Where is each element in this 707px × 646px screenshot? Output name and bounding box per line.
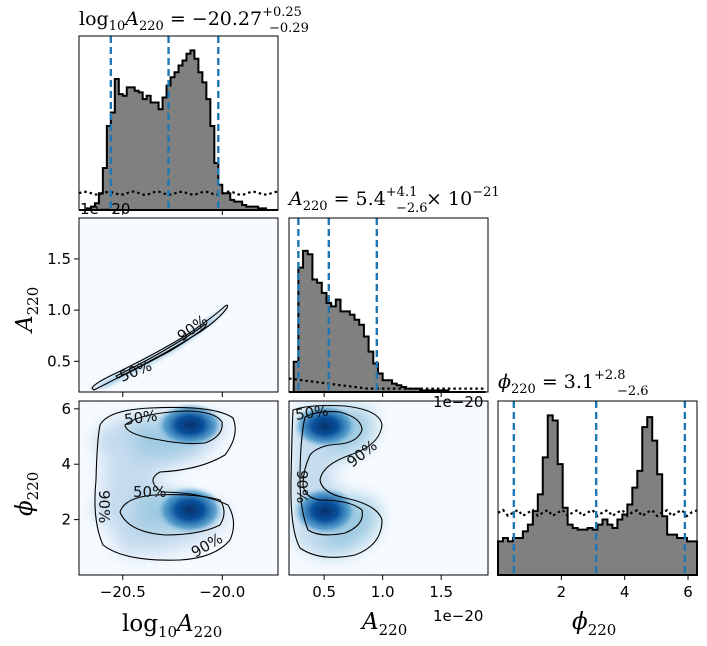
ytick-label-1-0: 0.5 <box>47 352 71 370</box>
ytick-label-2-0: 2 <box>61 511 71 529</box>
contour-label-50-logA-phi-top: 50% <box>123 406 159 428</box>
xtick-label-2-2: 6 <box>683 583 693 601</box>
hist-step-h1 <box>289 249 486 393</box>
offset-label-x-A: 1e−20 <box>433 607 483 625</box>
prior-line-h2 <box>497 508 698 518</box>
contour-50-A-phi <box>299 411 363 536</box>
ytick-label-1-1: 1.0 <box>47 301 71 319</box>
ylabel-phi: ϕ220 <box>12 472 42 516</box>
ylabel-A: A220 <box>12 287 42 334</box>
contour-label-50-A-phi: 50% <box>294 401 330 423</box>
frame-A-phi <box>288 400 489 576</box>
xlabel-phi: ϕ220 <box>572 609 616 639</box>
hist-logA <box>78 36 279 211</box>
title-phi: ϕ220 = 3.1+2.8 −2.6 <box>498 368 649 399</box>
prior-line-h0 <box>78 190 279 197</box>
panel-A-phi: 50% 90% 90% <box>289 401 488 575</box>
xlabel-logA: log10A220 <box>122 611 222 641</box>
hist-A <box>288 218 486 393</box>
xtick-label-1-1: 1.0 <box>371 583 395 601</box>
panel-logA-phi: 50% 50% 90% 90% <box>79 401 278 575</box>
frame-logA-phi <box>78 400 279 576</box>
contour-50-logA-phi-bottom <box>119 494 225 536</box>
frame-logA-A <box>78 217 279 393</box>
panel-logA-A: 50% 90% <box>79 218 278 392</box>
contour-label-50-logA-phi-bottom: 50% <box>133 483 166 501</box>
offset-label-hist-logA: 1e−20 <box>80 200 130 218</box>
hist-step-h0 <box>79 49 278 211</box>
contour-label-90-A-phi-left: 90% <box>293 470 311 503</box>
ytick-label-2-2: 6 <box>61 400 71 418</box>
ytick-label-1-2: 1.5 <box>47 250 71 268</box>
contour-50-logA-A <box>115 323 207 379</box>
frame-hist-A <box>288 217 489 393</box>
xtick-label-2-0: 2 <box>557 583 567 601</box>
title-A: A220 = 5.4+4.1 −2.6 × 10−21 <box>287 185 500 216</box>
xlabel-A: A220 <box>360 609 407 639</box>
title-logA: log10A220 = −20.27+0.25 −0.29 <box>79 5 309 36</box>
ytick-label-2-1: 4 <box>61 455 71 473</box>
frame-hist-logA <box>78 35 279 211</box>
contour-50-logA-phi-top <box>124 410 223 445</box>
xtick-label-1-2: 1.5 <box>429 583 453 601</box>
frame-hist-phi <box>497 400 698 576</box>
hist-phi <box>497 401 698 576</box>
offset-label-hist-A: 1e−20 <box>433 393 483 411</box>
hist-step-h2 <box>497 414 698 576</box>
xtick-label-1-0: 0.5 <box>312 583 336 601</box>
xtick-label-2-1: 4 <box>620 583 630 601</box>
xtick-label-0-1: −20.0 <box>199 583 245 601</box>
prior-line-h1 <box>288 377 486 390</box>
xtick-label-0-0: −20.5 <box>100 583 146 601</box>
ticks: −20.5 −20.0 0.5 1.0 1.5 2 4 6 0.5 1.0 1.5 2 4 6 <box>47 210 693 601</box>
contour-label-90-logA-phi-left: 90% <box>95 490 113 523</box>
contour-90-A-phi <box>290 404 383 558</box>
